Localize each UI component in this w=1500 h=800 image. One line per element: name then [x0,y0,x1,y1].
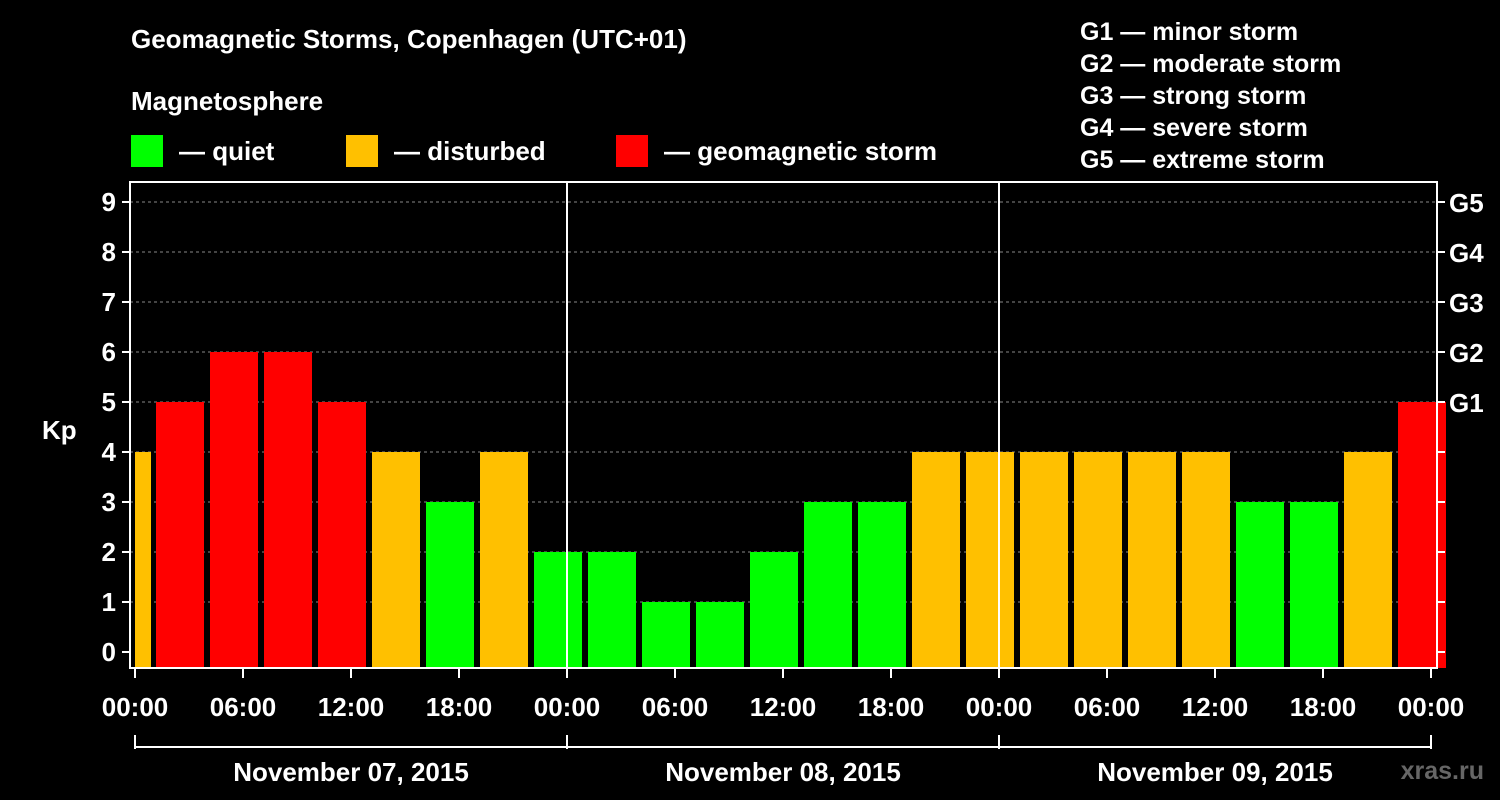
x-tick-label: 06:00 [642,692,709,722]
y-tick-label: 0 [102,637,116,667]
kp-bar [1344,452,1392,668]
kp-bar [966,452,1014,668]
kp-bar [534,552,582,668]
x-tick-label: 12:00 [318,692,385,722]
y-tick-label: 2 [102,537,116,567]
legend-storm: — geomagnetic storm [616,135,937,167]
y-tick-label: 5 [102,387,116,417]
kp-bar [1020,452,1068,668]
g-scale-label: G3 [1449,288,1484,318]
kp-bar-partial [135,452,151,668]
storm-scale-g4: G4 — severe storm [1080,114,1308,142]
chart-title: Geomagnetic Storms, Copenhagen (UTC+01) [131,24,687,54]
kp-bar [210,352,258,668]
x-tick-label: 00:00 [102,692,169,722]
storm-scale-g5: G5 — extreme storm [1080,146,1325,174]
g-scale-label: G5 [1449,188,1484,218]
kp-bar [642,602,690,668]
legend-disturbed-label: — disturbed [394,135,546,166]
chart-subtitle: Magnetosphere [131,86,324,116]
x-tick-label: 06:00 [1074,692,1141,722]
x-tick-label: 00:00 [1398,692,1465,722]
y-tick-label: 1 [102,587,116,617]
y-tick-label: 3 [102,487,116,517]
x-tick-label: 18:00 [858,692,925,722]
kp-bar [588,552,636,668]
legend-disturbed: — disturbed [346,135,546,167]
date-label: November 08, 2015 [665,757,901,787]
legend-storm-label: — geomagnetic storm [664,135,938,166]
kp-bar [318,402,366,668]
x-tick-label: 00:00 [966,692,1033,722]
g-scale-label: G1 [1449,388,1484,418]
x-tick-label: 00:00 [534,692,601,722]
kp-bar [426,502,474,668]
kp-bar [804,502,852,668]
legend-quiet-swatch [131,135,163,167]
watermark: xras.ru [1400,757,1484,785]
kp-bar [1398,402,1446,668]
kp-bar [912,452,960,668]
date-label: November 09, 2015 [1097,757,1333,787]
kp-bar [1236,502,1284,668]
kp-bar [1128,452,1176,668]
y-tick-label: 4 [102,437,117,467]
kp-bar [696,602,744,668]
kp-bar [750,552,798,668]
storm-scale-g1: G1 — minor storm [1080,18,1299,46]
y-tick-label: 9 [102,187,116,217]
storm-scale-g3: G3 — strong storm [1080,82,1307,110]
y-axis-label: Kp [42,415,77,445]
storm-scale-g2: G2 — moderate storm [1080,50,1342,78]
storm-scale-list: G1 — minor storm G2 — moderate storm G3 … [1080,16,1341,176]
y-tick-label: 6 [102,337,116,367]
kp-bar [480,452,528,668]
date-label: November 07, 2015 [233,757,469,787]
legend-storm-swatch [616,135,648,167]
kp-bar [372,452,420,668]
g-scale-label: G4 [1449,238,1484,268]
kp-bar [1074,452,1122,668]
kp-bar [156,402,204,668]
kp-bar [858,502,906,668]
legend-quiet-label: — quiet [179,135,275,166]
y-tick-label: 8 [102,237,116,267]
legend-disturbed-swatch [346,135,378,167]
kp-bar [1290,502,1338,668]
x-tick-label: 12:00 [750,692,817,722]
x-tick-label: 06:00 [210,692,277,722]
kp-bar [1182,452,1230,668]
x-tick-label: 12:00 [1182,692,1249,722]
legend-quiet: — quiet [131,135,274,167]
x-tick-label: 18:00 [426,692,493,722]
y-tick-label: 7 [102,287,116,317]
kp-bar [264,352,312,668]
x-tick-label: 18:00 [1290,692,1357,722]
g-scale-label: G2 [1449,338,1484,368]
